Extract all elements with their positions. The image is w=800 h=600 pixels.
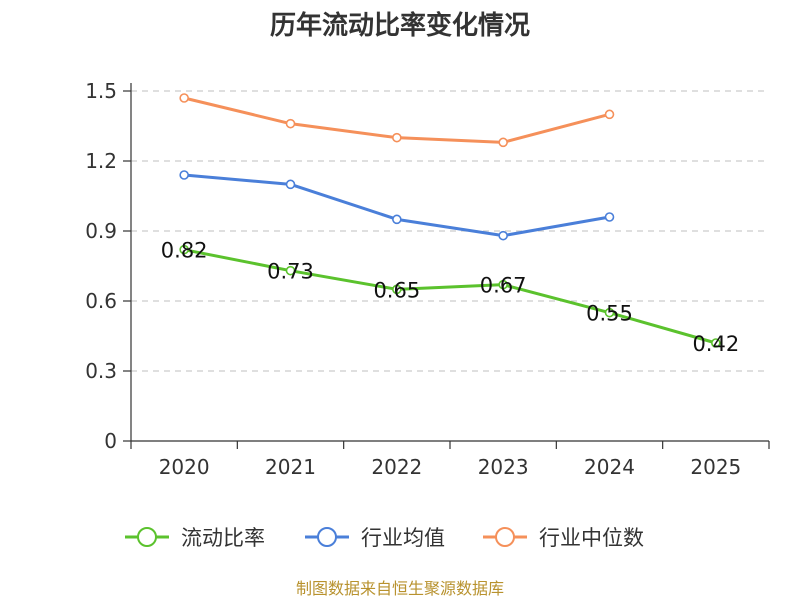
series-2-point-2020 [179, 93, 189, 103]
x-tick-label-2021: 2021 [265, 455, 316, 479]
legend-label-0: 流动比率 [181, 526, 265, 550]
series-line-0 [183, 248, 717, 345]
series-0-point-2020 [179, 244, 189, 255]
data-label-2024: 0.55 [586, 302, 633, 326]
chart-title: 历年流动比率变化情况 [270, 10, 530, 41]
data-label-2023: 0.67 [480, 274, 527, 298]
data-label-2021: 0.73 [267, 260, 314, 284]
series-line-1 [184, 173, 610, 238]
series-0-point-2024 [604, 307, 615, 318]
y-tick-label-1: 0.3 [85, 359, 117, 383]
x-tick-label-2025: 2025 [690, 455, 741, 479]
y-tick-label-3: 0.9 [85, 219, 117, 243]
data-label-2025: 0.42 [692, 332, 739, 356]
legend-marker-2 [495, 527, 515, 547]
source-note: 制图数据来自恒生聚源数据库 [296, 579, 504, 598]
legend-marker-1 [317, 527, 337, 547]
data-label-2020: 0.82 [161, 239, 208, 263]
x-tick-label-2020: 2020 [159, 455, 210, 479]
legend-marker-0 [137, 527, 157, 547]
series-1-point-2022 [392, 214, 402, 225]
legend-label-1: 行业均值 [361, 526, 445, 550]
series-lines [179, 93, 721, 348]
y-tick-label-2: 0.6 [85, 289, 117, 313]
legend-item-1: 行业均值 [305, 526, 445, 550]
series-1-point-2021 [285, 179, 296, 190]
series-0-point-2023 [498, 279, 508, 290]
grid-lines [131, 90, 769, 372]
series-1-point-2024 [604, 212, 615, 222]
series-2-point-2022 [392, 132, 402, 143]
axes: 0 0.3 0.6 0.9 1.2 1.5 2020 2021 2022 2023 2024 2025 [85, 79, 770, 479]
x-tick-label-2024: 2024 [584, 455, 635, 479]
y-tick-label-0: 0 [104, 429, 117, 453]
y-tick-label-5: 1.5 [85, 79, 117, 103]
legend: 流动比率 行业均值 行业中位数 [125, 526, 644, 550]
series-2-point-2023 [498, 137, 508, 148]
series-2-point-2024 [604, 109, 615, 120]
series-2-point-2021 [285, 118, 296, 129]
x-tick-label-2023: 2023 [478, 455, 529, 479]
legend-label-2: 行业中位数 [539, 526, 644, 550]
series-1-point-2020 [179, 170, 189, 180]
data-label-2022: 0.65 [373, 278, 420, 302]
series-0-point-2021 [285, 265, 296, 276]
data-labels: 0.82 0.73 0.65 0.67 0.55 0.42 [161, 239, 739, 356]
series-1-point-2023 [498, 230, 508, 241]
series-0-point-2022 [392, 284, 402, 295]
legend-item-2: 行业中位数 [483, 526, 644, 550]
series-0-point-2025 [711, 338, 721, 348]
y-tick-label-4: 1.2 [85, 149, 117, 173]
x-tick-label-2022: 2022 [371, 455, 422, 479]
legend-item-0: 流动比率 [125, 526, 265, 550]
